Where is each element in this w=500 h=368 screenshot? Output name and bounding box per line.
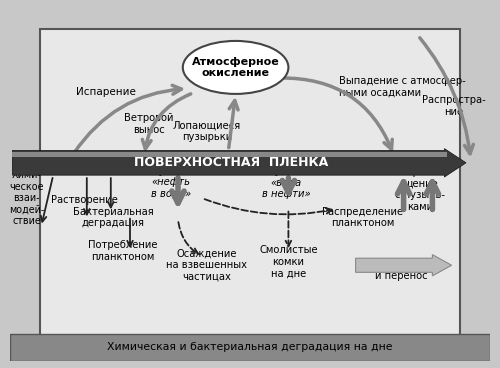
- Text: Распростра-
ние: Распростра- ние: [422, 95, 486, 117]
- Text: Распределение
планктоном: Распределение планктоном: [322, 207, 404, 229]
- FancyArrow shape: [12, 149, 466, 177]
- Text: Переме-
щение
с пузырь-
ками: Переме- щение с пузырь- ками: [396, 167, 446, 212]
- Text: Смолистые
комки
на дне: Смолистые комки на дне: [259, 245, 318, 278]
- Text: Осаждение
на взвешенных
частицах: Осаждение на взвешенных частицах: [166, 249, 248, 282]
- Bar: [12, 152, 447, 157]
- FancyArrow shape: [356, 255, 452, 276]
- Text: Смещение
и перенос: Смещение и перенос: [374, 260, 429, 282]
- Text: Лопающиеся
пузырьки: Лопающиеся пузырьки: [172, 120, 241, 142]
- Text: Растворение: Растворение: [51, 195, 118, 205]
- Text: Химическая и бактериальная деградация на дне: Химическая и бактериальная деградация на…: [107, 342, 393, 352]
- Text: Бактериальная
деградация: Бактериальная деградация: [73, 207, 154, 229]
- Text: Эмульсия
«вода
в нефти»: Эмульсия «вода в нефти»: [260, 166, 312, 199]
- Text: Потребление
планктоном: Потребление планктоном: [88, 240, 158, 262]
- Text: Ветровой
вынос: Ветровой вынос: [124, 113, 174, 135]
- Bar: [10, 334, 490, 361]
- Text: Эмульсия
«нефть
в воде»: Эмульсия «нефть в воде»: [146, 166, 196, 199]
- Ellipse shape: [183, 41, 288, 94]
- Text: ПОВЕРХНОСТНАЯ  ПЛЕНКА: ПОВЕРХНОСТНАЯ ПЛЕНКА: [134, 156, 328, 169]
- Text: Испарение: Испарение: [76, 87, 136, 97]
- Text: Атмосферное
окисление: Атмосферное окисление: [192, 57, 280, 78]
- Text: Хими-
ческое
взаи-
модей-
ствие: Хими- ческое взаи- модей- ствие: [9, 170, 44, 226]
- Text: Выпадение с атмосфер-
ными осадками: Выпадение с атмосфер- ными осадками: [339, 76, 466, 98]
